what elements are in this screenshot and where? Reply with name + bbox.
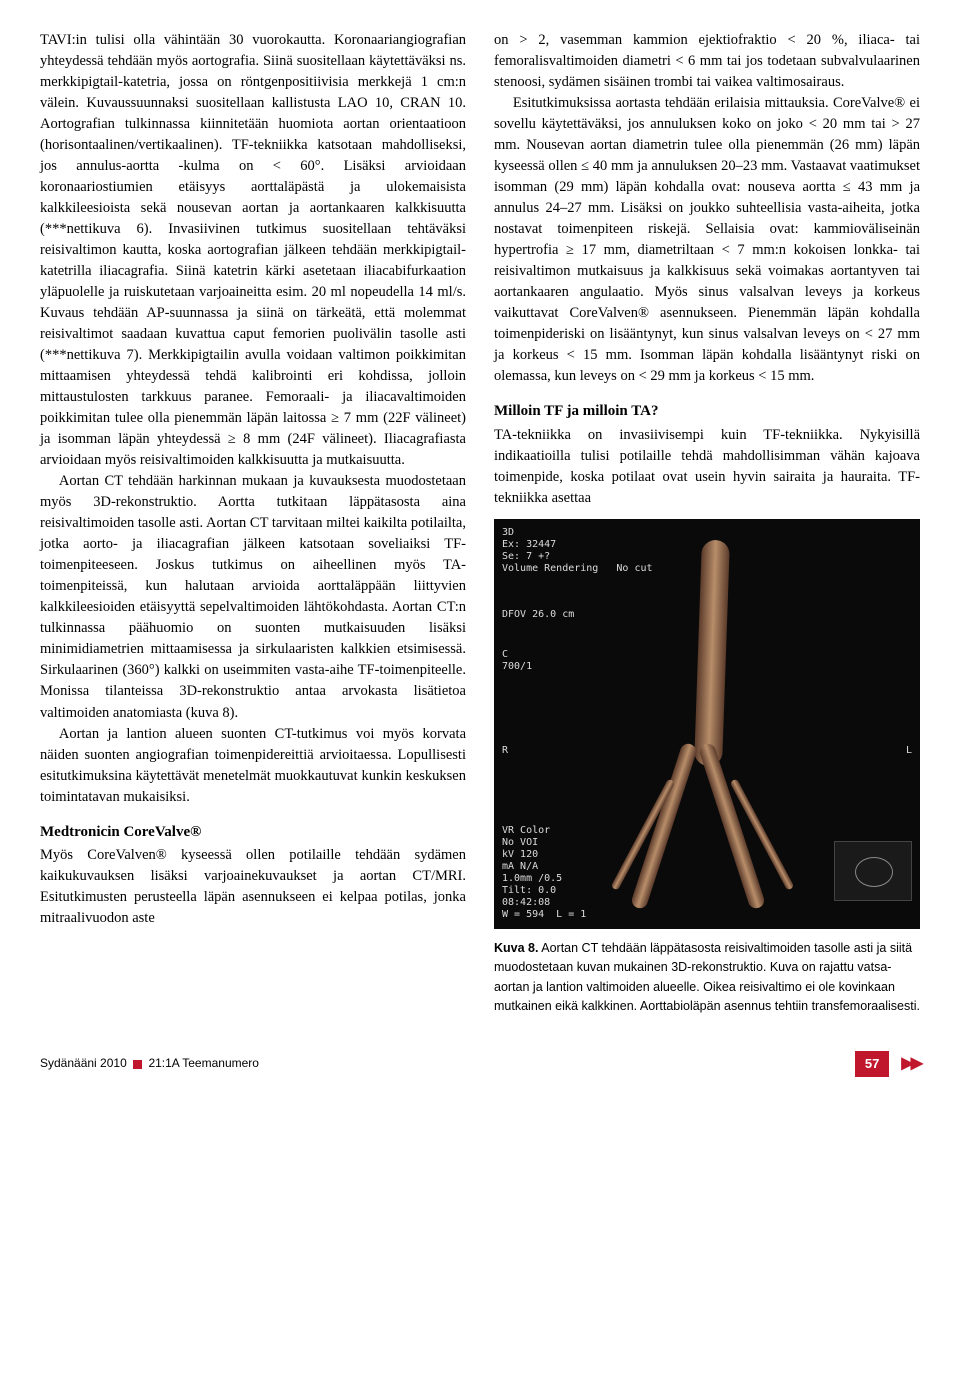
forward-arrows-icon: ▶▶ — [901, 1052, 920, 1075]
left-paragraph-4: Myös CoreValven® kyseessä ollen potilail… — [40, 845, 466, 929]
figure-overlay-dfov: DFOV 26.0 cm — [502, 609, 574, 621]
right-paragraph-3: TA-tekniikka on invasiivisempi kuin TF-t… — [494, 425, 920, 509]
left-paragraph-2: Aortan CT tehdään harkinnan mukaan ja ku… — [40, 471, 466, 723]
figure-marker-left: L — [906, 745, 912, 757]
section-title-corevalve: Medtronicin CoreValve® — [40, 822, 466, 844]
page-number: 57 — [855, 1051, 889, 1078]
figure-overlay-top-left: 3D Ex: 32447 Se: 7 +? Volume Rendering N… — [502, 527, 653, 575]
issue-number: 21:1A Teemanumero — [148, 1056, 259, 1070]
figure-8-caption: Kuva 8. Aortan CT tehdään läppätasosta r… — [494, 939, 920, 1017]
aorta-vessel — [695, 539, 731, 765]
page-container: TAVI:in tulisi olla vähintään 30 vuoroka… — [0, 0, 960, 1097]
figure-8-image: 3D Ex: 32447 Se: 7 +? Volume Rendering N… — [494, 519, 920, 929]
figure-overlay-c: C 700/1 — [502, 649, 532, 673]
right-paragraph-2: Esitutkimuksissa aortasta tehdään erilai… — [494, 93, 920, 387]
footer-journal-info: Sydänääni 2010 21:1A Teemanumero — [40, 1055, 259, 1072]
footer-right-group: 57 ▶▶ — [855, 1051, 920, 1078]
figure-marker-right: R — [502, 745, 508, 757]
right-paragraph-1: on > 2, vasemman kammion ejektiofraktio … — [494, 30, 920, 93]
left-paragraph-1: TAVI:in tulisi olla vähintään 30 vuoroka… — [40, 30, 466, 471]
red-square-icon — [133, 1060, 142, 1069]
figure-caption-text: Aortan CT tehdään läppätasosta reisivalt… — [494, 941, 920, 1013]
section-title-tf-ta: Milloin TF ja milloin TA? — [494, 401, 920, 423]
iliac-left-vessel — [630, 742, 698, 911]
two-column-layout: TAVI:in tulisi olla vähintään 30 vuoroka… — [40, 30, 920, 1017]
figure-overlay-bottom-left: VR Color No VOI kV 120 mA N/A 1.0mm /0.5… — [502, 825, 586, 921]
left-column: TAVI:in tulisi olla vähintään 30 vuoroka… — [40, 30, 466, 1017]
figure-inset-axial — [834, 841, 912, 901]
left-paragraph-3: Aortan ja lantion alueen suonten CT-tutk… — [40, 724, 466, 808]
figure-caption-label: Kuva 8. — [494, 941, 538, 955]
page-footer: Sydänääni 2010 21:1A Teemanumero 57 ▶▶ — [40, 1051, 920, 1078]
journal-name: Sydänääni 2010 — [40, 1056, 127, 1070]
right-column: on > 2, vasemman kammion ejektiofraktio … — [494, 30, 920, 1017]
figure-8: 3D Ex: 32447 Se: 7 +? Volume Rendering N… — [494, 519, 920, 1017]
